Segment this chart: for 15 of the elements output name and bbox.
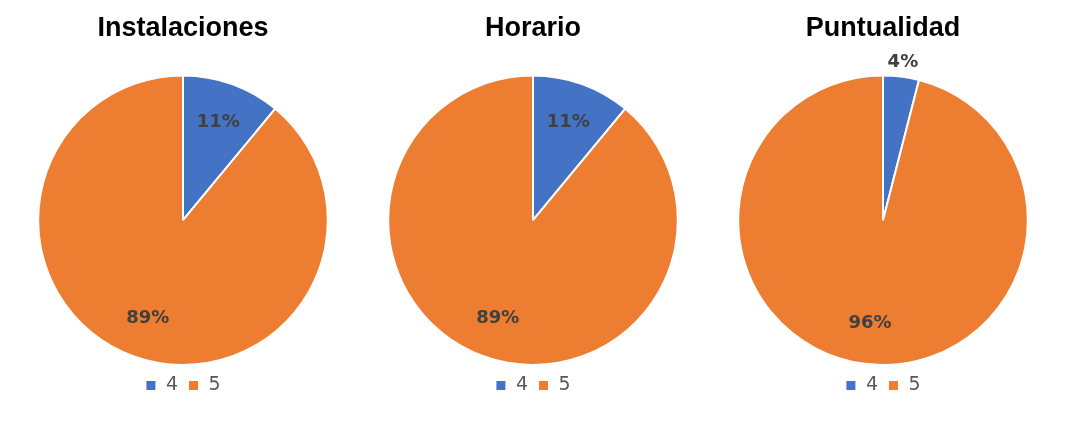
legend-label: 5 — [558, 372, 571, 395]
data-label: 11% — [546, 109, 590, 131]
chart-title: Puntualidad — [805, 11, 961, 42]
chart-title: Instalaciones — [97, 11, 269, 42]
legend-label: 4 — [515, 372, 529, 395]
legend-label: 5 — [208, 372, 221, 395]
data-label: 89% — [476, 305, 520, 327]
chart-title: Horario — [484, 11, 582, 42]
legend-label: 4 — [865, 372, 879, 395]
data-label: 11% — [196, 109, 240, 131]
legend-label: 4 — [165, 372, 179, 395]
data-label: 4% — [887, 50, 919, 72]
data-label: 89% — [126, 305, 170, 327]
legend-label: 5 — [908, 372, 921, 395]
data-label: 96% — [848, 311, 892, 333]
